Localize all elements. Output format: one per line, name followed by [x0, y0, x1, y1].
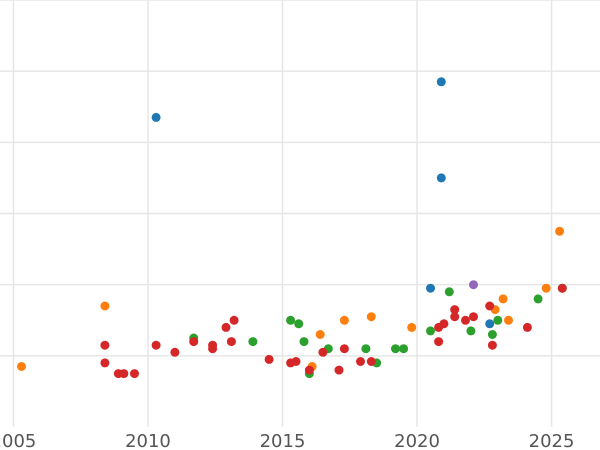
data-point — [407, 322, 417, 332]
data-point — [493, 315, 503, 325]
data-point — [487, 340, 497, 350]
data-point — [504, 315, 513, 325]
data-point — [291, 357, 301, 366]
data-point — [436, 77, 446, 87]
x-tick-label: 2005 — [0, 431, 36, 450]
data-point — [487, 330, 497, 339]
data-point — [391, 344, 400, 354]
data-point — [221, 322, 231, 332]
data-point — [100, 340, 110, 350]
x-tick-label: 2020 — [394, 431, 440, 450]
data-point — [485, 301, 495, 311]
data-point — [450, 305, 460, 315]
data-points — [17, 77, 567, 379]
data-point — [469, 312, 478, 322]
gridlines — [0, 0, 600, 427]
data-point — [151, 340, 161, 350]
data-point — [498, 294, 508, 304]
data-point — [17, 362, 26, 371]
data-point — [226, 337, 236, 347]
data-point — [170, 347, 180, 357]
data-point — [248, 337, 258, 347]
data-point — [533, 294, 543, 304]
data-point — [436, 173, 446, 183]
data-point — [208, 340, 218, 350]
data-point — [466, 326, 476, 336]
x-tick-label: 2015 — [260, 431, 306, 450]
data-point — [299, 337, 309, 347]
data-point — [189, 337, 199, 347]
data-point — [439, 319, 449, 329]
data-point — [366, 357, 376, 366]
data-point — [318, 347, 328, 357]
data-point — [339, 315, 349, 325]
data-point — [541, 283, 551, 293]
x-tick-label: 2025 — [529, 431, 575, 450]
data-point — [294, 319, 304, 329]
data-point — [356, 357, 365, 366]
data-point — [286, 315, 296, 325]
data-point — [444, 287, 454, 297]
data-point — [469, 280, 478, 290]
data-point — [557, 283, 567, 293]
data-point — [434, 337, 444, 347]
data-point — [100, 301, 110, 311]
data-point — [334, 365, 344, 375]
data-point — [366, 312, 376, 322]
x-axis-tick-labels: 2005 2010 2015 2020 2025 — [0, 431, 574, 450]
data-point — [304, 365, 314, 375]
data-point — [315, 330, 325, 339]
data-point — [119, 369, 129, 379]
data-point — [522, 322, 532, 332]
data-point — [461, 315, 470, 325]
data-point — [264, 354, 274, 364]
x-tick-label: 2010 — [125, 431, 171, 450]
data-point — [100, 358, 110, 368]
data-point — [485, 319, 495, 329]
data-point — [450, 312, 460, 322]
data-point — [399, 344, 409, 354]
data-point — [426, 326, 435, 336]
data-point — [151, 112, 161, 122]
data-point — [229, 315, 239, 325]
data-point — [339, 344, 349, 354]
data-point — [426, 283, 435, 293]
data-point — [555, 226, 565, 236]
data-point — [361, 344, 371, 354]
data-point — [130, 369, 139, 379]
